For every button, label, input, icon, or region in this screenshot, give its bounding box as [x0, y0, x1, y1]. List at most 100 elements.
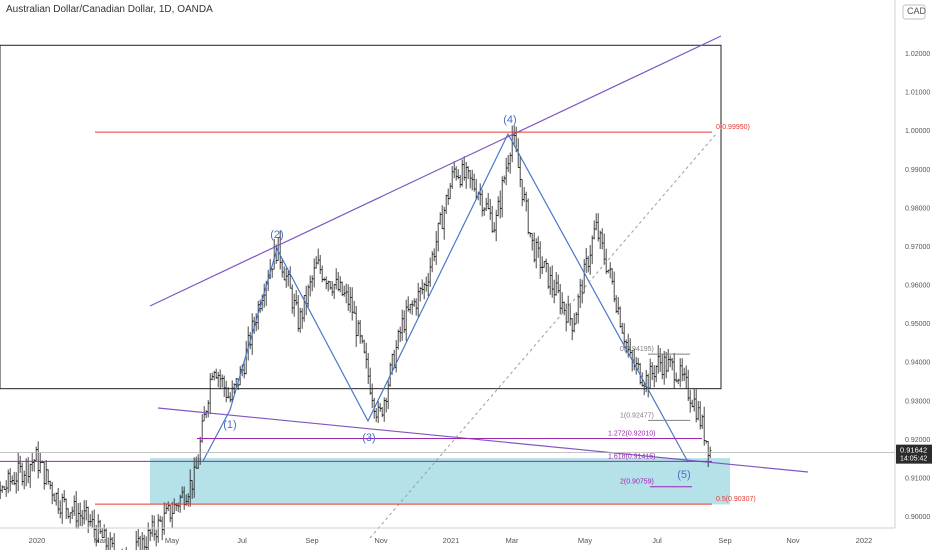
time-tick-label: Sep [718, 536, 731, 545]
scale-toggle-button[interactable] [902, 4, 926, 20]
ohlc-bar [146, 522, 150, 551]
currency-label: CAD [906, 6, 926, 16]
ohlc-bar [142, 534, 146, 551]
ohlc-bar [154, 529, 158, 547]
ohlc-bar [332, 283, 336, 300]
ohlc-bar [696, 400, 700, 421]
fib-label: 0(0.94195) [620, 346, 654, 353]
ohlc-bar [550, 265, 554, 298]
time-tick-label: Jul [652, 536, 662, 545]
ohlc-bar [144, 536, 148, 555]
ohlc-bar [466, 166, 470, 180]
ohlc-bar [598, 230, 602, 250]
ohlc-bar [594, 213, 598, 231]
ohlc-bar [8, 468, 12, 492]
ohlc-bar [60, 493, 64, 524]
time-tick-label: 2020 [29, 536, 46, 545]
ohlc-bar [290, 284, 294, 314]
ohlc-bar [702, 406, 706, 446]
ohlc-bar [536, 236, 540, 258]
price-tick-label: 0.91000 [905, 475, 930, 482]
ohlc-bar [468, 170, 472, 189]
ohlc-bar [414, 298, 418, 316]
time-tick-label: Mar [506, 536, 519, 545]
time-tick-label: 2022 [856, 536, 873, 545]
wave-label: (3) [362, 432, 375, 444]
ohlc-bar [658, 347, 662, 372]
ohlc-bar [78, 502, 82, 527]
ohlc-bar [0, 485, 4, 493]
ohlc-bar [540, 256, 544, 275]
ohlc-bar [284, 267, 288, 288]
last-price-value: 0.91642 [900, 446, 927, 455]
ohlc-bar [202, 406, 206, 422]
ohlc-bar [412, 298, 416, 307]
price-tick-label: 0.98000 [905, 205, 930, 212]
time-tick-label: May [578, 536, 592, 545]
time-tick-label: 2021 [443, 536, 460, 545]
ohlc-bar [612, 271, 616, 303]
ohlc-bar [22, 470, 26, 490]
time-tick-label: May [165, 536, 179, 545]
wave-label: (1) [223, 419, 236, 431]
ohlc-bar [568, 303, 572, 326]
ohlc-bar [108, 532, 112, 555]
ohlc-bar [380, 406, 384, 418]
ohlc-bar [482, 207, 486, 216]
ohlc-bar [450, 166, 454, 189]
wave-label: (4) [503, 114, 516, 126]
fib-label: 0(0.99950) [716, 124, 750, 131]
ohlc-bar [384, 397, 388, 413]
ohlc-bar [36, 441, 40, 479]
ohlc-bar [396, 329, 400, 350]
ohlc-bar [370, 383, 374, 409]
ohlc-bar [16, 452, 20, 492]
ohlc-bar [4, 480, 8, 497]
ohlc-bar [670, 357, 674, 371]
ohlc-bar [112, 533, 115, 555]
elliott-wave-line [202, 132, 689, 463]
ohlc-bar [578, 278, 582, 308]
price-tick-label: 1.00000 [905, 128, 930, 135]
ohlc-bar [608, 262, 612, 279]
ohlc-bar [364, 342, 368, 369]
ohlc-bar [444, 194, 448, 214]
ohlc-bar [296, 294, 300, 332]
ohlc-bar [548, 266, 552, 295]
ohlc-bar [524, 191, 528, 212]
ohlc-bar [418, 287, 422, 302]
price-tick-label: 0.95000 [905, 321, 930, 328]
chart-title: Australian Dollar/Canadian Dollar, 1D, O… [6, 4, 213, 15]
ohlc-bar [222, 375, 226, 397]
ohlc-bar [288, 266, 292, 289]
ohlc-bar [352, 300, 356, 314]
ohlc-bar [666, 348, 670, 372]
ohlc-bar [358, 320, 362, 344]
price-tick-label: 1.02000 [905, 51, 930, 58]
ohlc-bar [70, 506, 74, 520]
ohlc-bar [32, 458, 36, 472]
ohlc-bar [518, 156, 522, 188]
ohlc-bar [148, 528, 152, 542]
ohlc-bar [292, 293, 296, 317]
ohlc-bar [20, 462, 24, 486]
wave-label: (5) [677, 469, 690, 481]
ohlc-bar [54, 492, 58, 506]
ohlc-bar [92, 509, 96, 538]
fib-label: 0.5(0.90307) [716, 496, 756, 503]
ohlc-bar [486, 192, 490, 210]
ohlc-bar [346, 284, 350, 311]
ohlc-bar [436, 222, 440, 252]
ohlc-bar [664, 351, 668, 379]
time-tick-label: Jul [237, 536, 247, 545]
ohlc-bar [454, 166, 458, 181]
fib-label: 1(0.92477) [620, 412, 654, 419]
ohlc-bar [52, 493, 56, 502]
ohlc-bar [558, 284, 562, 315]
ohlc-bar [110, 537, 114, 548]
ohlc-bar [562, 301, 566, 316]
price-tick-label: 0.96000 [905, 283, 930, 290]
ohlc-bar [574, 311, 578, 325]
ohlc-bar [440, 205, 444, 230]
